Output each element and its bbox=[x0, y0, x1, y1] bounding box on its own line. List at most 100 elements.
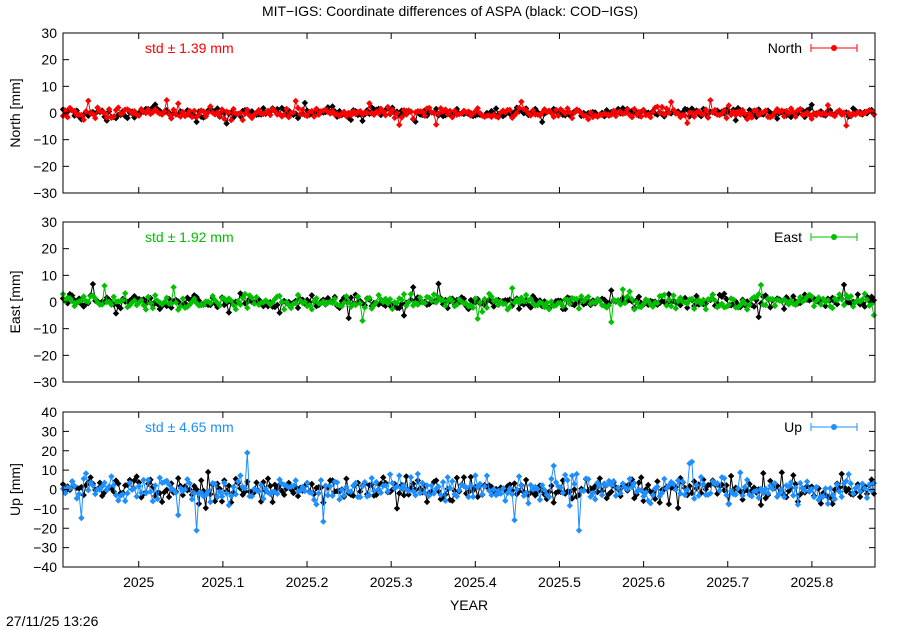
data-point bbox=[168, 300, 175, 308]
data-point bbox=[732, 117, 739, 124]
data-point bbox=[142, 109, 150, 117]
data-point bbox=[755, 313, 762, 321]
data-point bbox=[373, 299, 380, 306]
data-point bbox=[469, 304, 477, 311]
y-tick-label: −10 bbox=[33, 321, 57, 337]
data-point bbox=[105, 106, 113, 113]
x-tick-label: 2025.6 bbox=[622, 574, 665, 590]
data-point bbox=[421, 489, 428, 496]
data-point bbox=[638, 299, 645, 307]
data-point bbox=[191, 295, 198, 302]
data-point bbox=[285, 114, 292, 121]
data-point bbox=[850, 110, 857, 117]
data-point bbox=[585, 293, 592, 301]
data-point bbox=[843, 477, 850, 485]
data-point bbox=[645, 297, 652, 305]
data-point bbox=[191, 107, 198, 114]
std-annotation: std ± 4.65 mm bbox=[145, 419, 234, 435]
data-point bbox=[479, 491, 486, 498]
data-point bbox=[181, 486, 189, 493]
data-point bbox=[608, 287, 615, 294]
data-point bbox=[688, 295, 696, 303]
data-point bbox=[327, 483, 334, 490]
data-point bbox=[218, 498, 226, 505]
data-point bbox=[209, 292, 216, 300]
data-point bbox=[329, 103, 336, 110]
data-point bbox=[204, 298, 212, 305]
data-point bbox=[135, 482, 143, 490]
data-point bbox=[744, 115, 751, 123]
data-point bbox=[797, 299, 804, 307]
data-point bbox=[647, 500, 654, 507]
series-up-up bbox=[59, 449, 878, 534]
data-point bbox=[870, 312, 878, 319]
data-point bbox=[228, 117, 235, 124]
data-point bbox=[640, 493, 647, 500]
data-point bbox=[128, 299, 136, 306]
data-point bbox=[697, 473, 705, 481]
data-point bbox=[207, 103, 214, 110]
data-point bbox=[640, 106, 647, 114]
data-point bbox=[308, 292, 315, 299]
data-point bbox=[177, 303, 184, 310]
data-point bbox=[808, 115, 815, 122]
data-point bbox=[393, 109, 401, 117]
data-point bbox=[198, 477, 205, 484]
data-point bbox=[313, 105, 320, 112]
data-point bbox=[419, 479, 426, 487]
data-point bbox=[66, 485, 74, 492]
data-point bbox=[112, 310, 120, 317]
data-point bbox=[769, 485, 776, 493]
data-point bbox=[140, 296, 147, 303]
data-point bbox=[340, 108, 348, 116]
data-point bbox=[433, 299, 440, 306]
data-point bbox=[741, 483, 749, 491]
data-point bbox=[668, 303, 675, 310]
data-point bbox=[552, 106, 560, 113]
data-point bbox=[861, 485, 868, 492]
y-tick-label: −30 bbox=[33, 540, 57, 556]
data-point bbox=[124, 114, 131, 122]
data-point bbox=[555, 483, 562, 490]
data-point bbox=[165, 295, 173, 303]
y-tick-label: 30 bbox=[41, 25, 57, 41]
data-point bbox=[223, 298, 230, 305]
data-point bbox=[824, 500, 832, 508]
legend-marker bbox=[831, 234, 837, 240]
data-point bbox=[193, 299, 200, 307]
data-point bbox=[833, 301, 841, 308]
data-point bbox=[75, 490, 83, 498]
data-point bbox=[469, 493, 477, 501]
data-point bbox=[578, 293, 585, 300]
y-tick-label: 0 bbox=[49, 294, 57, 310]
data-point bbox=[592, 112, 599, 119]
data-point bbox=[603, 495, 610, 502]
data-point bbox=[850, 303, 857, 310]
data-point bbox=[426, 104, 433, 112]
data-point bbox=[695, 492, 702, 499]
data-point bbox=[603, 304, 610, 311]
data-point bbox=[481, 295, 488, 303]
data-point bbox=[509, 114, 516, 121]
data-point bbox=[149, 498, 156, 505]
data-point bbox=[177, 485, 184, 492]
data-point bbox=[430, 490, 438, 497]
data-point bbox=[534, 485, 541, 493]
data-point bbox=[656, 109, 663, 117]
data-point bbox=[684, 300, 691, 307]
data-point bbox=[308, 489, 315, 497]
x-tick-label: 2025.8 bbox=[790, 574, 833, 590]
data-point bbox=[840, 281, 848, 289]
data-point bbox=[343, 475, 350, 482]
data-point bbox=[359, 483, 366, 490]
data-point bbox=[248, 114, 256, 122]
data-point bbox=[400, 107, 408, 114]
data-point bbox=[161, 478, 168, 486]
data-point bbox=[389, 106, 396, 114]
data-point bbox=[451, 487, 458, 495]
data-point bbox=[550, 499, 557, 506]
data-point bbox=[389, 479, 396, 487]
data-point bbox=[843, 292, 850, 299]
data-point bbox=[502, 497, 509, 504]
data-point bbox=[831, 295, 838, 302]
